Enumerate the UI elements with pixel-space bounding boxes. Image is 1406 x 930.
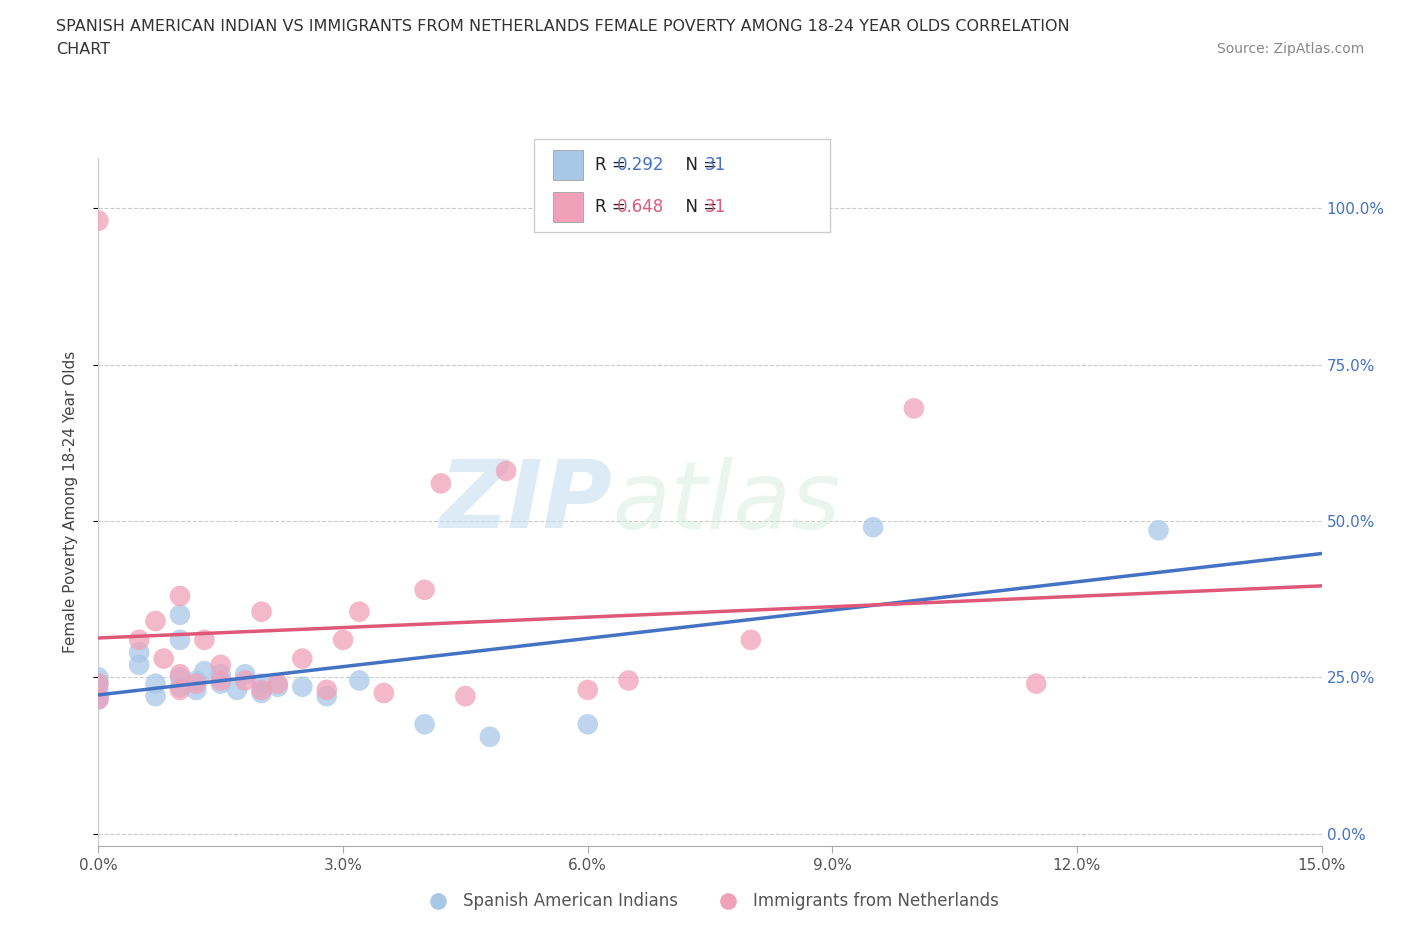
Point [226,683,249,698]
Text: 31: 31 [704,198,725,216]
Point [145,614,167,629]
Point [193,632,215,647]
Point [233,673,256,688]
Point [209,658,232,672]
Point [413,717,436,732]
Point [128,644,150,659]
Point [145,676,167,691]
Text: ZIP: ZIP [439,457,612,548]
Point [495,463,517,478]
Point [250,676,273,691]
Point [128,632,150,647]
Point [169,589,191,604]
Point [87,692,110,707]
Point [87,676,110,691]
Point [87,670,110,684]
Point [169,670,191,684]
Text: R =: R = [595,156,631,174]
Point [740,632,762,647]
Point [87,676,110,691]
Point [250,604,273,619]
Point [267,679,290,694]
Point [576,683,599,698]
Y-axis label: Female Poverty Among 18-24 Year Olds: Female Poverty Among 18-24 Year Olds [63,352,77,654]
Text: CHART: CHART [56,42,110,57]
Point [373,685,395,700]
Point [186,673,208,688]
Point [332,632,354,647]
Point [1025,676,1047,691]
Point [315,689,337,704]
Point [169,607,191,622]
Point [349,604,371,619]
Text: Source: ZipAtlas.com: Source: ZipAtlas.com [1216,42,1364,56]
Point [862,520,884,535]
Point [169,679,191,694]
Point [233,667,256,682]
Point [1147,523,1170,538]
Point [903,401,925,416]
Point [145,689,167,704]
Text: 0.648: 0.648 [617,198,665,216]
Point [186,683,208,698]
Point [186,676,208,691]
Point [291,651,314,666]
Point [349,673,371,688]
Point [152,651,174,666]
Point [193,664,215,679]
Text: N =: N = [675,156,723,174]
Point [267,676,290,691]
Point [413,582,436,597]
Point [169,667,191,682]
Point [209,673,232,688]
Point [169,632,191,647]
Point [617,673,640,688]
Point [250,685,273,700]
Text: R =: R = [595,198,631,216]
Text: N =: N = [675,198,723,216]
Point [576,717,599,732]
Text: SPANISH AMERICAN INDIAN VS IMMIGRANTS FROM NETHERLANDS FEMALE POVERTY AMONG 18-2: SPANISH AMERICAN INDIAN VS IMMIGRANTS FR… [56,19,1070,33]
Point [430,476,453,491]
Point [169,683,191,698]
Point [87,213,110,228]
Point [87,689,110,704]
Point [128,658,150,672]
Text: 0.292: 0.292 [617,156,665,174]
Point [209,676,232,691]
Point [209,667,232,682]
Point [315,683,337,698]
Point [291,679,314,694]
Point [87,692,110,707]
Point [478,729,501,744]
Text: atlas: atlas [612,457,841,548]
Legend: Spanish American Indians, Immigrants from Netherlands: Spanish American Indians, Immigrants fro… [415,885,1005,917]
Point [250,683,273,698]
Text: 31: 31 [704,156,725,174]
Point [454,689,477,704]
Point [87,683,110,698]
